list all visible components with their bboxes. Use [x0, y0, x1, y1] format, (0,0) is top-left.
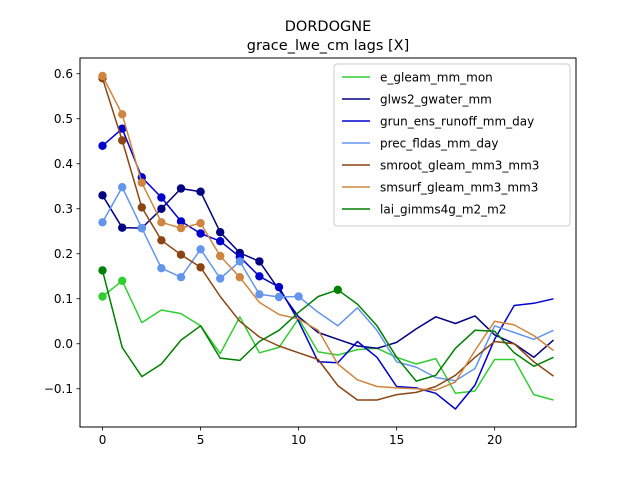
data-point [118, 124, 127, 133]
x-tick-label: 10 [291, 433, 306, 447]
legend-item: prec_fldas_mm_day [342, 137, 499, 151]
data-point [118, 136, 127, 145]
legend-label: smroot_gleam_mm3_mm3 [380, 159, 539, 173]
legend-item: e_gleam_mm_mon [342, 71, 493, 85]
series-e_gleam_mm_mon [98, 276, 554, 401]
legend-label: glws2_gwater_mm [380, 93, 492, 107]
data-point [118, 183, 127, 192]
data-point [157, 218, 166, 227]
y-tick-label: 0.6 [54, 67, 73, 81]
y-tick-label: 0.2 [54, 247, 73, 261]
legend: e_gleam_mm_mon glws2_gwater_mm grun_ens_ru… [333, 63, 571, 227]
x-tick-label: 0 [99, 433, 107, 447]
series-prec_fldas_mm_day [98, 183, 554, 382]
data-point [196, 219, 205, 228]
data-point [157, 193, 166, 202]
legend-frame [333, 63, 571, 227]
x-tick-label: 20 [487, 433, 502, 447]
data-point [196, 245, 205, 254]
data-point [235, 273, 244, 282]
y-tick-label: 0.5 [54, 112, 73, 126]
data-point [235, 257, 244, 266]
data-point [118, 110, 127, 119]
series-lai_gimms4g_m2_m2 [98, 266, 554, 382]
series-line-grun_ens_runoff_mm_day [102, 127, 554, 410]
data-point [98, 191, 107, 200]
data-point [196, 187, 205, 196]
data-point [274, 292, 284, 302]
data-point [118, 276, 127, 285]
series-line-lai_gimms4g_m2_m2 [101, 270, 554, 382]
data-point [333, 285, 342, 294]
data-point [98, 141, 107, 150]
series-smsurf_gleam_mm3_mm3 [98, 71, 554, 391]
legend-label: lai_gimms4g_m2_m2 [380, 203, 507, 217]
data-point [98, 266, 107, 275]
data-point [196, 263, 205, 272]
y-tick-label: −0.1 [44, 382, 73, 396]
data-point [157, 204, 166, 213]
data-point [137, 203, 146, 212]
data-point [255, 257, 264, 266]
y-tick-label: 0.0 [54, 337, 73, 351]
series-line-e_gleam_mm_mon [102, 280, 554, 401]
data-point [216, 251, 225, 261]
legend-label: grun_ens_runoff_mm_day [380, 115, 534, 129]
data-point [157, 236, 166, 245]
axes-frame [79, 57, 577, 428]
chart-title: DORDOGNE [285, 19, 371, 35]
legend-item: lai_gimms4g_m2_m2 [342, 203, 507, 217]
legend-label: prec_fldas_mm_day [380, 137, 499, 151]
series-smroot_gleam_mm3_mm3 [98, 74, 554, 401]
y-tick-label: 0.3 [54, 202, 73, 216]
data-point [274, 282, 284, 292]
data-point [137, 178, 146, 187]
data-point [294, 292, 303, 301]
data-point [176, 184, 186, 193]
data-point [255, 290, 264, 299]
x-axis: 0 5 10 15 20 [99, 427, 502, 447]
data-point [216, 274, 225, 283]
data-point [196, 229, 205, 238]
y-tick-label: 0.4 [54, 157, 73, 171]
legend-item: smroot_gleam_mm3_mm3 [342, 159, 539, 173]
data-point [98, 71, 107, 81]
data-point [118, 223, 127, 232]
legend-label: smsurf_gleam_mm3_mm3 [380, 181, 538, 195]
y-axis: −0.1 0.0 0.1 0.2 0.3 0.4 0.5 0.6 [44, 67, 80, 396]
data-point [176, 250, 186, 259]
chart-subtitle: grace_lwe_cm lags [X] [247, 38, 410, 54]
legend-item: smsurf_gleam_mm3_mm3 [342, 181, 538, 195]
data-point [216, 237, 225, 246]
data-point [137, 223, 146, 233]
data-point [176, 223, 186, 233]
data-point [98, 218, 107, 227]
legend-item: grun_ens_runoff_mm_day [342, 115, 534, 129]
data-point [176, 273, 186, 282]
data-point [176, 217, 186, 226]
plot-area [98, 71, 554, 410]
data-point [98, 292, 107, 301]
data-point [255, 272, 264, 281]
series-line-glws2_gwater_mm [101, 187, 554, 359]
legend-item: glws2_gwater_mm [342, 93, 492, 107]
x-tick-label: 5 [197, 433, 205, 447]
data-point [216, 228, 225, 237]
data-point [157, 264, 166, 273]
x-tick-label: 15 [389, 433, 404, 447]
legend-label: e_gleam_mm_mon [380, 71, 493, 85]
y-tick-label: 0.1 [54, 292, 73, 306]
